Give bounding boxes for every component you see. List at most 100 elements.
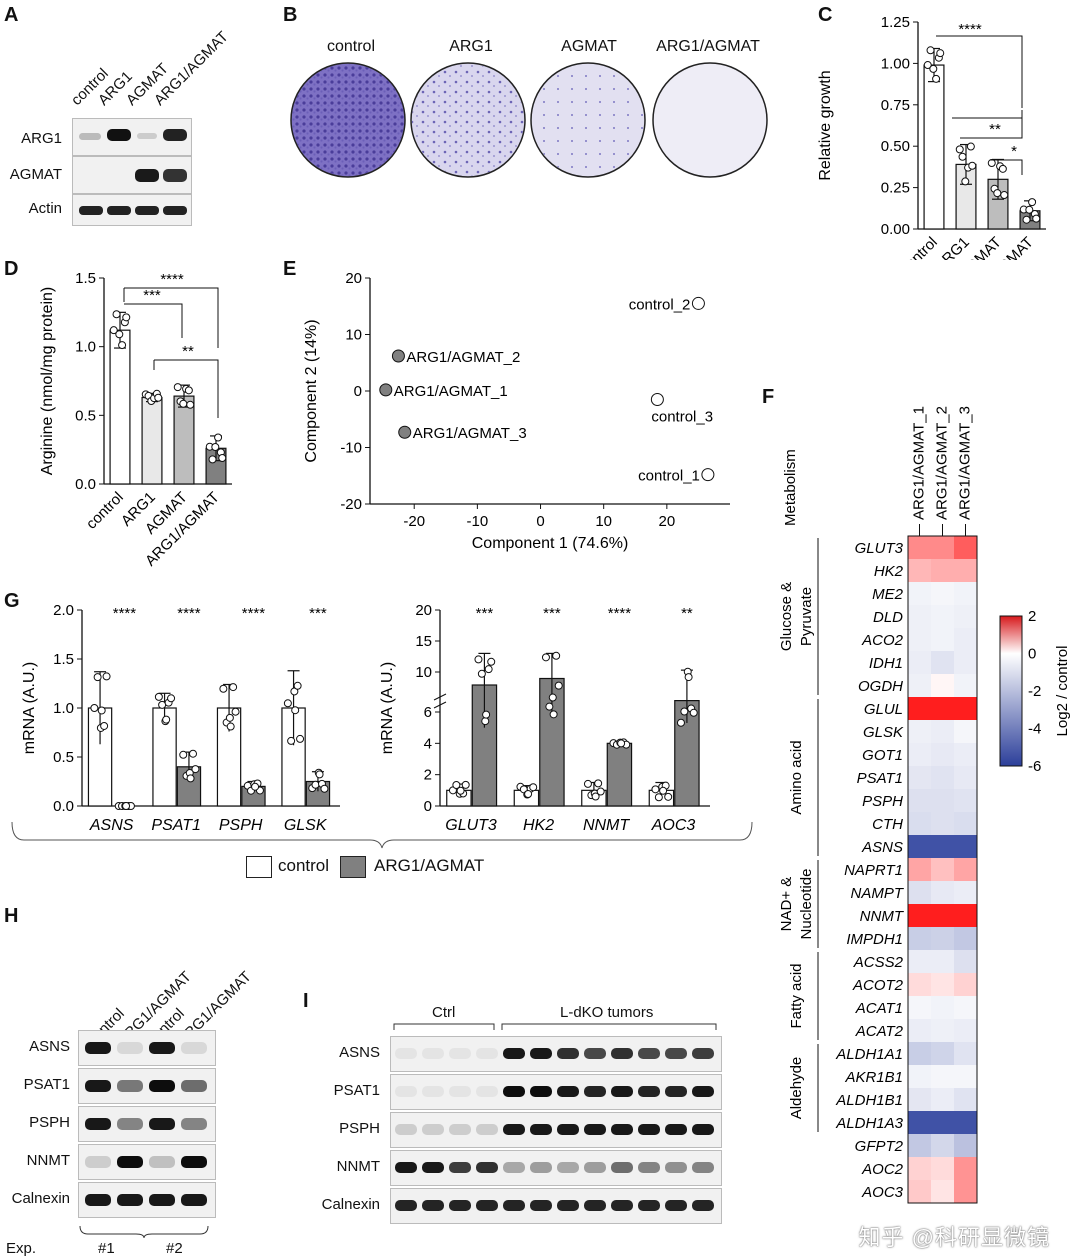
heatmap-cell	[931, 1088, 954, 1111]
y-tick-label: 10	[415, 664, 432, 681]
data-point	[474, 655, 483, 664]
point-control_3	[650, 392, 664, 406]
blot-i-group-ldko: L-dKO tumors	[560, 1004, 654, 1021]
data-point	[118, 341, 127, 350]
panel-label-d: D	[4, 258, 19, 280]
data-point	[154, 393, 163, 402]
data-point	[549, 710, 558, 719]
data-point	[219, 684, 228, 693]
heatmap-row-label: ACOT2	[852, 977, 904, 994]
heatmap-cell	[908, 881, 931, 904]
heatmap-cell	[908, 1157, 931, 1180]
blot-band	[611, 1086, 633, 1097]
panel-label-b: B	[283, 4, 298, 26]
blot-band	[449, 1200, 471, 1211]
heatmap-cell	[954, 743, 977, 766]
heatmap-row-label: GLUL	[864, 701, 903, 718]
heatmap-cell	[931, 582, 954, 605]
heatmap-row-label: CTH	[872, 816, 903, 833]
blot-band	[85, 1194, 111, 1206]
sig-bracket	[153, 359, 219, 418]
blot-band	[530, 1124, 552, 1135]
heatmap-cell	[931, 927, 954, 950]
blot-band	[584, 1200, 606, 1211]
data-point	[122, 802, 131, 810]
data-point	[162, 715, 171, 724]
blot-band	[85, 1042, 111, 1054]
blot-band	[503, 1086, 525, 1097]
blot-band	[584, 1086, 606, 1097]
data-point	[1000, 191, 1009, 200]
heatmap-cell	[931, 766, 954, 789]
colorbar-tick-label: -6	[1028, 758, 1041, 775]
heatmap-cell	[908, 674, 931, 697]
heatmap-cell	[908, 720, 931, 743]
data-point	[968, 161, 977, 170]
heatmap-row-label: ALDH1A1	[835, 1046, 903, 1063]
blot-h-row-label: PSPH	[29, 1114, 70, 1131]
heatmap-row-label: IMPDH1	[846, 931, 903, 948]
heatmap-row-label: ALDH1B1	[835, 1092, 903, 1109]
data-point	[211, 442, 220, 451]
blot-band	[557, 1200, 579, 1211]
heatmap-col-label: ARG1/AGMAT_2	[934, 406, 951, 520]
blot-i-strip	[390, 1112, 722, 1148]
heatmap-col-label: ARG1/AGMAT_3	[957, 406, 974, 520]
data-point	[651, 785, 660, 794]
blot-h-row-label: PSAT1	[23, 1076, 70, 1093]
y-axis-label: Arginine (nmol/mg protein)	[39, 287, 56, 476]
heatmap-cell	[954, 582, 977, 605]
blot-band	[85, 1118, 111, 1130]
heatmap-cell	[931, 605, 954, 628]
data-point	[481, 717, 490, 726]
blot-band	[503, 1048, 525, 1059]
y-tick-label: -20	[340, 496, 362, 513]
blot-band	[503, 1124, 525, 1135]
data-point	[659, 786, 668, 795]
blot-i-row-label: NNMT	[336, 1158, 380, 1175]
blot-band	[449, 1124, 471, 1135]
data-point	[186, 774, 195, 783]
y-axis-label: Relative growth	[817, 70, 834, 180]
heatmap-cell	[908, 835, 931, 858]
data-point	[591, 792, 600, 801]
data-point	[545, 702, 554, 711]
sig-label: ****	[242, 605, 266, 622]
heatmap-cell	[931, 1042, 954, 1065]
heatmap-group-label: NAD+ &	[778, 877, 795, 932]
heatmap-cell	[908, 858, 931, 881]
blot-i-strip	[390, 1188, 722, 1224]
blot-a-strip-actin	[72, 194, 192, 226]
sig-bracket	[952, 110, 1023, 139]
blot-i-group-ctrl: Ctrl	[432, 1004, 456, 1021]
heatmap-cell	[954, 904, 977, 927]
y-tick-label: 1.0	[53, 700, 74, 717]
panel-label-f: F	[762, 386, 775, 408]
heatmap-cell	[908, 766, 931, 789]
data-point	[998, 164, 1007, 173]
heatmap-header-label: Metabolism	[782, 449, 799, 526]
y-tick-label: 20	[345, 270, 362, 287]
blot-band	[557, 1086, 579, 1097]
heatmap-frame	[907, 535, 978, 1204]
heatmap-cell	[908, 1042, 931, 1065]
heatmap-cell	[908, 628, 931, 651]
data-point	[320, 784, 329, 793]
heatmap-group-label: Pyruvate	[798, 587, 815, 646]
heatmap-row-label: NAPRT1	[844, 862, 903, 879]
blot-a-strip-arg1	[72, 118, 192, 156]
heatmap-row-label: DLD	[873, 609, 903, 626]
legend-treated-label: ARG1/AGMAT	[374, 856, 485, 875]
sig-label: ****	[160, 271, 184, 288]
blot-band	[692, 1124, 714, 1135]
x-tick-label: HK2	[523, 817, 554, 834]
data-point	[676, 718, 685, 727]
data-point	[529, 783, 538, 792]
bar-NNMT-ARG1/AGMAT	[606, 742, 633, 807]
data-point	[122, 313, 131, 322]
data-point	[1022, 215, 1031, 224]
heatmap-cell	[908, 1180, 931, 1203]
blot-band	[665, 1162, 687, 1173]
blot-band	[149, 1156, 175, 1168]
heatmap-row-label: GFPT2	[855, 1138, 904, 1155]
